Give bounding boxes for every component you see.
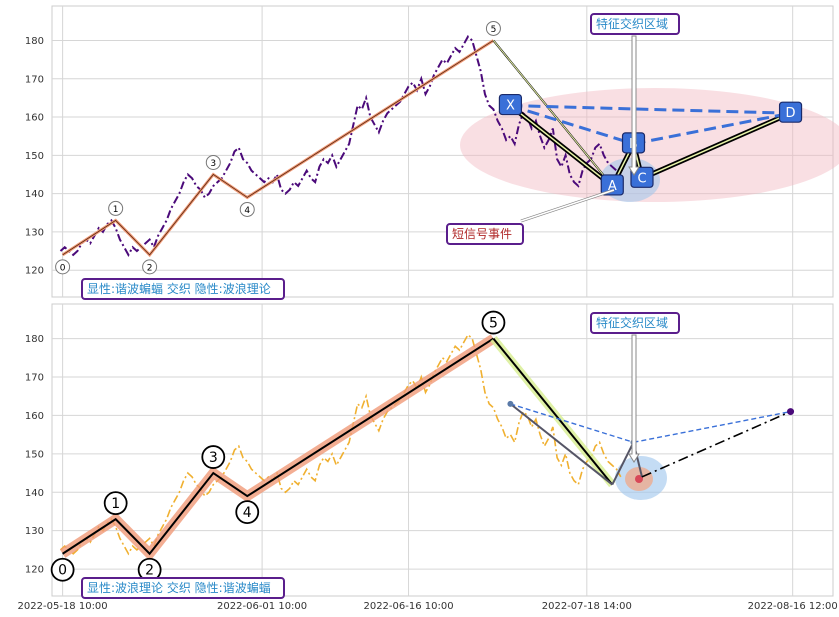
- top-legend-box: [81, 278, 285, 300]
- harmonic-label-text: C: [637, 171, 646, 186]
- wave-label-text: 5: [491, 25, 497, 35]
- wave-label-circle: [485, 20, 501, 36]
- bottom-price-line: [59, 333, 622, 556]
- top-ytick-label: 120: [25, 266, 44, 277]
- harmonic-label-text: X: [506, 99, 515, 114]
- event-text: 短信号事件: [452, 227, 512, 241]
- xtick-label: 2022-06-01 10:00: [217, 601, 307, 612]
- wave-label-text: 0: [58, 563, 67, 579]
- wave-label-circle: [50, 557, 75, 582]
- top-harmonic-point-a: A: [600, 174, 624, 196]
- bottom-ytick-label: 160: [25, 411, 44, 422]
- xtick-label: 2022-06-16 10:00: [363, 601, 453, 612]
- bottom-harmonic-leg: [509, 403, 613, 486]
- top-ytick-label: 150: [25, 151, 44, 162]
- bottom-wave-point-1: 1: [103, 491, 128, 516]
- wave-label-text: 3: [210, 159, 216, 169]
- harmonic-label-text: A: [608, 179, 617, 194]
- wave-label-circle: [201, 445, 226, 469]
- bottom-wave-point-4: 4: [235, 500, 260, 525]
- wave-label-circle: [239, 201, 255, 217]
- bottom-leg-5A: [492, 337, 614, 486]
- wave-label-circle: [142, 259, 158, 275]
- event-box: [446, 223, 524, 245]
- bottom-ytick-label: 180: [25, 334, 44, 345]
- bottom-harmonic-leg-cd: [641, 410, 791, 478]
- wave-label-circle: [55, 259, 71, 275]
- bottom-zone-arrow: [628, 334, 640, 463]
- wave-label-circle: [108, 200, 124, 216]
- top-zone-box: [590, 13, 680, 35]
- top-harmonic-leg-hi: [509, 104, 613, 187]
- harmonic-label-text: D: [786, 106, 796, 121]
- wave-label-text: 5: [489, 316, 498, 332]
- wave-label-text: 2: [145, 563, 154, 579]
- bottom-harmonic-dash: [510, 403, 634, 443]
- top-legend-text: 显性:谐波蝙蝠 交织 隐性:波浪理论: [87, 281, 271, 296]
- bottom-wave-point-0: 0: [50, 557, 75, 582]
- wave-label-text: 4: [244, 206, 250, 216]
- bottom-wave-point-3: 3: [201, 445, 226, 469]
- bottom-legend-box: [81, 577, 285, 599]
- wave-label-text: 1: [113, 205, 119, 215]
- bottom-plot-area: [51, 303, 834, 597]
- wave-label-text: 1: [111, 496, 120, 512]
- bottom-wave-line: [62, 337, 494, 556]
- bottom-harmonic-leg: [611, 441, 635, 486]
- event-arrow-shaft-inner: [520, 189, 615, 222]
- bottom-ytick-label: 130: [25, 526, 44, 537]
- top-ytick-label: 140: [25, 189, 44, 200]
- harmonic-label-box: [778, 101, 803, 123]
- top-ytick-label: 160: [25, 113, 44, 124]
- bottom-zone-text: 特征交织区域: [596, 315, 668, 330]
- top-wave-point-4: 4: [239, 201, 255, 217]
- top-zone-arrow: [628, 35, 640, 176]
- top-harmonic-point-d: D: [778, 101, 803, 123]
- bottom-ytick-label: 140: [25, 488, 44, 499]
- top-ytick-label: 130: [25, 227, 44, 238]
- wave-label-circle: [481, 310, 506, 335]
- wave-label-text: 0: [60, 263, 66, 273]
- wave-label-text: 2: [147, 263, 153, 273]
- wave-label-circle: [103, 491, 128, 516]
- harmonic-label-box: [600, 174, 624, 196]
- top-wave-point-0: 0: [55, 259, 71, 275]
- top-harmonic-dash: [509, 104, 634, 146]
- top-harmonic-dash: [510, 104, 791, 115]
- bottom-wave-point-5: 5: [481, 310, 506, 335]
- bottom-ytick-label: 150: [25, 449, 44, 460]
- top-leg-5A-hi: [493, 40, 613, 187]
- wave-label-text: 4: [243, 505, 252, 521]
- top-wave-point-5: 5: [485, 20, 501, 36]
- top-wave-point-3: 3: [205, 154, 221, 170]
- wave-label-text: 3: [209, 450, 218, 466]
- xtick-label: 2022-05-18 10:00: [18, 601, 108, 612]
- bottom-ytick-label: 120: [25, 565, 44, 576]
- bottom-ytick-label: 170: [25, 373, 44, 384]
- top-wave-point-1: 1: [108, 200, 124, 216]
- bottom-point-d-dot: [787, 408, 795, 416]
- top-harmonic-point-c: C: [630, 166, 654, 188]
- xtick-label: 2022-08-16 12:00: [748, 601, 838, 612]
- bottom-zone-box: [590, 312, 680, 334]
- bottom-legend-text: 显性:波浪理论 交织 隐性:谐波蝙蝠: [87, 580, 271, 595]
- wave-label-circle: [205, 154, 221, 170]
- harmonic-label-box: [498, 93, 523, 116]
- top-zone-text: 特征交织区域: [596, 16, 668, 31]
- top-wave-point-2: 2: [142, 259, 158, 275]
- bottom-harmonic-dash: [633, 410, 791, 444]
- top-harmonic-point-x: X: [498, 93, 523, 116]
- bottom-harmonic-dot: [507, 400, 514, 407]
- top-ytick-label: 180: [25, 36, 44, 47]
- xtick-label: 2022-07-18 14:00: [542, 601, 632, 612]
- top-harmonic-leg-hi: [641, 112, 791, 179]
- harmonic-label-box: [630, 166, 654, 188]
- top-wave-line: [62, 40, 494, 256]
- top-ytick-label: 170: [25, 74, 44, 85]
- wave-label-circle: [235, 500, 260, 525]
- top-harmonic-dash: [633, 111, 791, 146]
